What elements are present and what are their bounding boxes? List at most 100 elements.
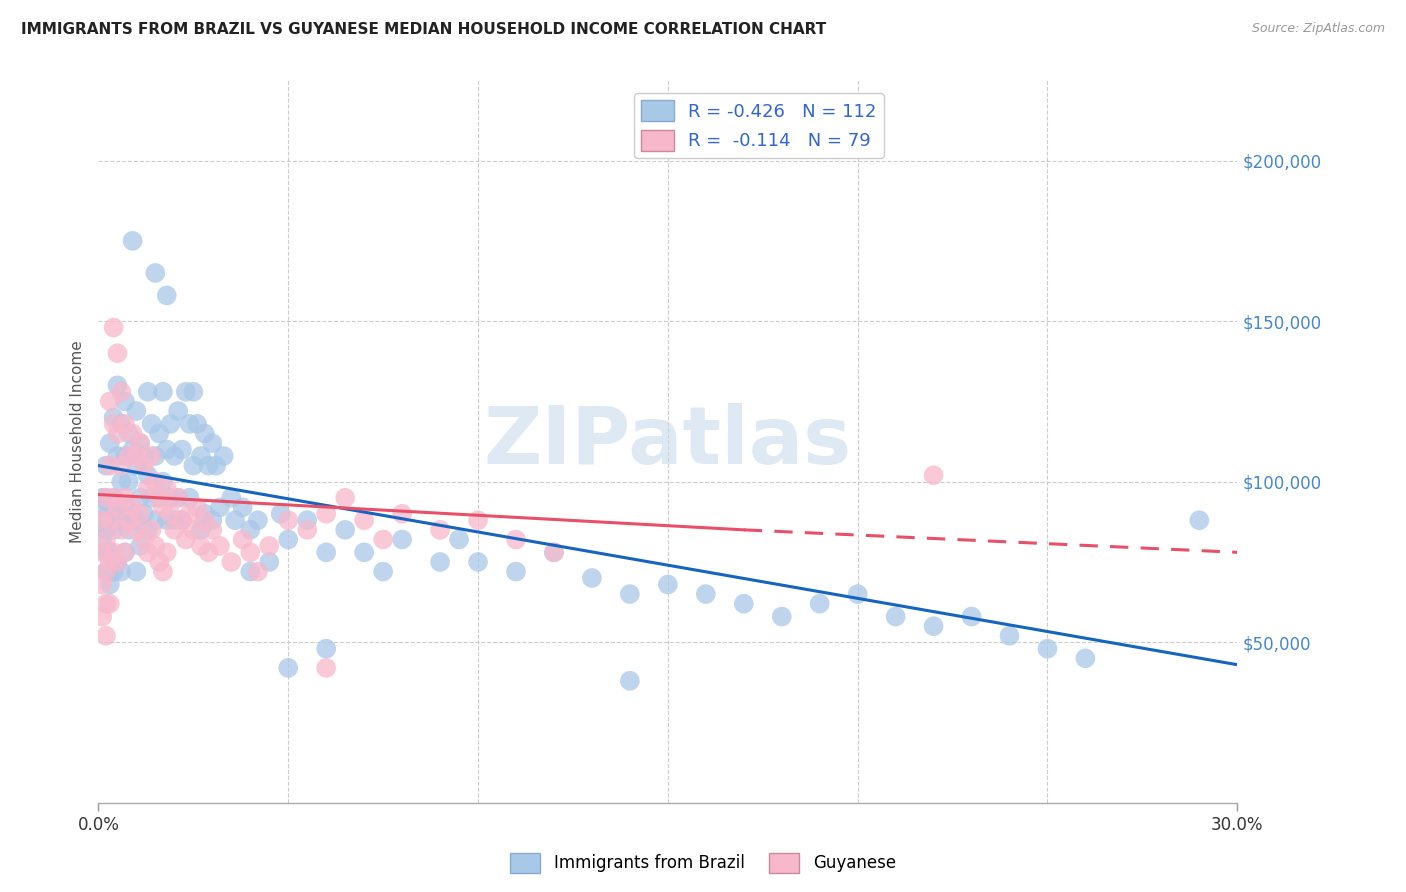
Point — [103, 491, 125, 505]
Point — [148, 491, 170, 505]
Point — [657, 577, 679, 591]
Point — [98, 577, 121, 591]
Point — [91, 513, 114, 527]
Point — [391, 533, 413, 547]
Point — [98, 436, 121, 450]
Point — [221, 491, 243, 505]
Point — [371, 533, 394, 547]
Point — [163, 449, 186, 463]
Point — [246, 565, 269, 579]
Point — [107, 346, 129, 360]
Point — [922, 619, 945, 633]
Point — [98, 500, 121, 515]
Point — [107, 426, 129, 441]
Point — [998, 629, 1021, 643]
Point — [94, 491, 117, 505]
Point — [156, 288, 179, 302]
Point — [770, 609, 793, 624]
Point — [118, 426, 141, 441]
Point — [148, 491, 170, 505]
Point — [201, 436, 224, 450]
Point — [201, 513, 224, 527]
Point — [179, 491, 201, 505]
Point — [619, 673, 641, 688]
Point — [197, 458, 219, 473]
Point — [315, 507, 337, 521]
Point — [136, 523, 159, 537]
Point — [232, 533, 254, 547]
Point — [129, 436, 152, 450]
Point — [107, 555, 129, 569]
Y-axis label: Median Household Income: Median Household Income — [69, 340, 84, 543]
Point — [145, 475, 167, 489]
Point — [103, 417, 125, 431]
Point — [103, 491, 125, 505]
Point — [277, 513, 299, 527]
Point — [110, 523, 132, 537]
Point — [94, 545, 117, 559]
Point — [129, 436, 152, 450]
Point — [239, 523, 262, 537]
Point — [114, 545, 136, 559]
Point — [221, 555, 243, 569]
Point — [315, 661, 337, 675]
Point — [208, 500, 231, 515]
Point — [118, 523, 141, 537]
Point — [167, 491, 190, 505]
Point — [190, 539, 212, 553]
Point — [98, 394, 121, 409]
Point — [581, 571, 603, 585]
Point — [186, 417, 208, 431]
Point — [505, 565, 527, 579]
Point — [103, 565, 125, 579]
Point — [239, 545, 262, 559]
Point — [429, 555, 451, 569]
Point — [91, 513, 114, 527]
Point — [98, 597, 121, 611]
Point — [543, 545, 565, 559]
Point — [156, 442, 179, 457]
Point — [110, 458, 132, 473]
Point — [103, 523, 125, 537]
Point — [141, 491, 163, 505]
Point — [315, 545, 337, 559]
Point — [1074, 651, 1097, 665]
Point — [107, 449, 129, 463]
Point — [121, 500, 143, 515]
Point — [114, 500, 136, 515]
Point — [194, 513, 217, 527]
Point — [132, 533, 155, 547]
Point — [114, 491, 136, 505]
Point — [110, 384, 132, 399]
Point — [114, 449, 136, 463]
Text: ZIPatlas: ZIPatlas — [484, 402, 852, 481]
Point — [121, 442, 143, 457]
Point — [156, 481, 179, 495]
Point — [159, 491, 181, 505]
Point — [156, 545, 179, 559]
Point — [94, 597, 117, 611]
Point — [91, 545, 114, 559]
Point — [808, 597, 831, 611]
Point — [335, 491, 357, 505]
Point — [103, 545, 125, 559]
Point — [132, 458, 155, 473]
Point — [94, 458, 117, 473]
Point — [353, 513, 375, 527]
Point — [163, 513, 186, 527]
Point — [132, 449, 155, 463]
Point — [125, 523, 148, 537]
Point — [159, 417, 181, 431]
Point — [232, 500, 254, 515]
Point — [619, 587, 641, 601]
Point — [141, 449, 163, 463]
Point — [194, 507, 217, 521]
Point — [114, 417, 136, 431]
Point — [190, 523, 212, 537]
Point — [297, 513, 319, 527]
Point — [297, 523, 319, 537]
Text: Source: ZipAtlas.com: Source: ZipAtlas.com — [1251, 22, 1385, 36]
Point — [94, 565, 117, 579]
Point — [141, 417, 163, 431]
Point — [467, 513, 489, 527]
